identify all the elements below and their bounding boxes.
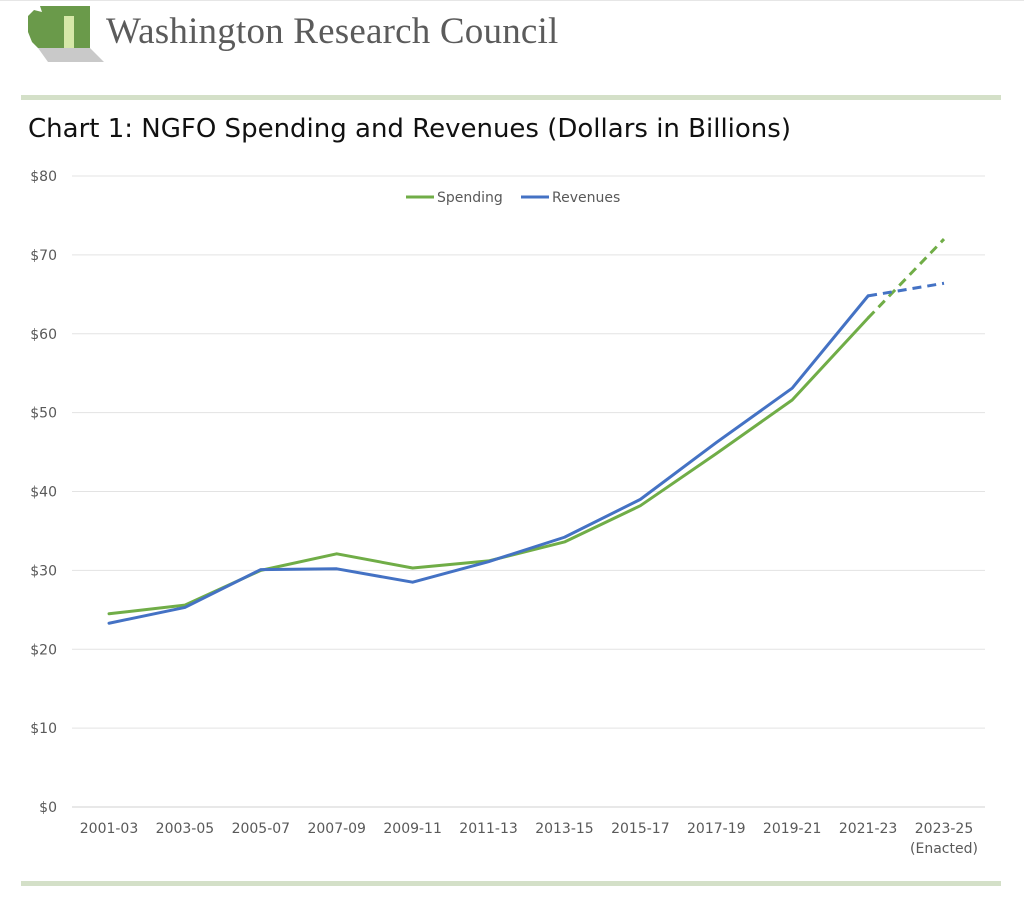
gridlines [72, 175, 985, 808]
revenues-projection-line [867, 281, 945, 298]
spending-projection-line [867, 238, 946, 320]
x-tick-label: 2009-11 [383, 821, 442, 837]
series-lines [107, 238, 946, 625]
y-tick-label: $80 [30, 169, 57, 185]
y-tick-label: $60 [30, 327, 57, 343]
chart-title: Chart 1: NGFO Spending and Revenues (Dol… [28, 114, 791, 144]
x-tick-sublabel: (Enacted) [910, 841, 978, 857]
y-tick-label: $20 [30, 642, 57, 658]
y-tick-label: $40 [30, 485, 57, 501]
x-tick-label: 2001-03 [80, 821, 139, 837]
washington-state-logo-icon [28, 6, 104, 62]
y-tick-label: $10 [30, 721, 57, 737]
y-tick-label: $50 [30, 406, 57, 422]
revenues-line [107, 294, 870, 625]
legend-label-spending: Spending [437, 190, 503, 206]
y-tick-label: $30 [30, 563, 57, 579]
x-tick-label: 2007-09 [307, 821, 366, 837]
x-tick-label: 2003-05 [156, 821, 215, 837]
x-axis-ticks: 2001-03 2003-05 2005-07 2007-09 2009-11 2011-… [80, 821, 978, 857]
x-tick-label: 2015-17 [611, 821, 670, 837]
x-tick-label: 2023-25 [915, 821, 974, 837]
x-tick-label: 2017-19 [687, 821, 746, 837]
legend: Spending Revenues [406, 190, 620, 206]
y-axis-ticks: $0 $10 $20 $30 $40 $50 $60 $70 $80 [30, 169, 57, 816]
y-tick-label: $70 [30, 248, 57, 264]
x-tick-label: 2019-21 [763, 821, 822, 837]
header-divider [21, 95, 1001, 100]
x-tick-label: 2013-15 [535, 821, 594, 837]
footer-divider [21, 881, 1001, 886]
x-tick-label: 2005-07 [232, 821, 291, 837]
organization-name: Washington Research Council [106, 11, 559, 52]
y-tick-label: $0 [39, 800, 57, 816]
page-top-border [0, 0, 1024, 1]
organization-logo: Washington Research Council [20, 2, 558, 64]
legend-label-revenues: Revenues [552, 190, 620, 206]
x-tick-label: 2011-13 [459, 821, 518, 837]
x-tick-label: 2021-23 [839, 821, 898, 837]
spending-line [107, 316, 870, 616]
